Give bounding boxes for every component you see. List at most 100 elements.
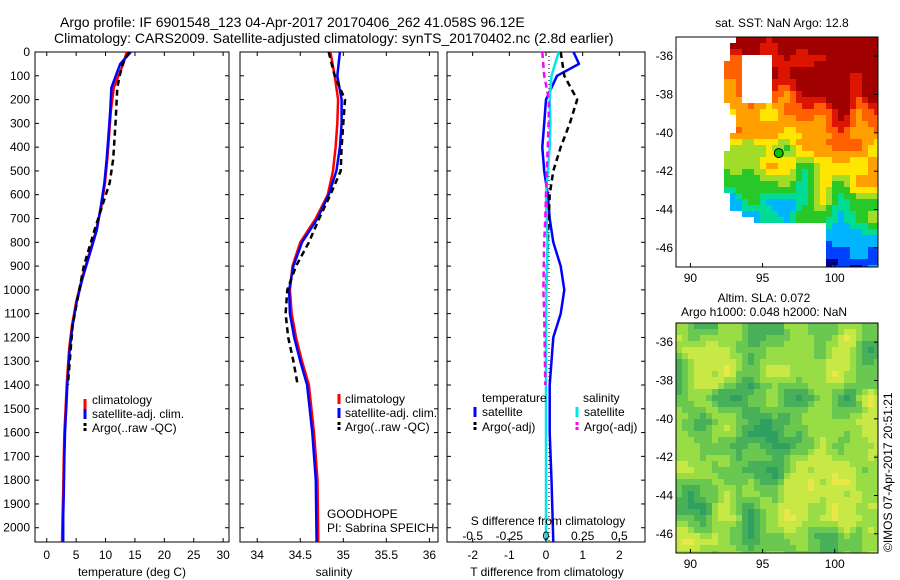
sla-map-cell <box>868 497 874 503</box>
sst-map-cell <box>724 157 730 163</box>
sla-map-cell <box>856 335 862 341</box>
sla-map-cell <box>718 527 724 533</box>
sst-map-cell <box>790 151 796 157</box>
sst-map-cell <box>784 97 790 103</box>
sla-map-cell <box>706 365 712 371</box>
sla-map-cell <box>802 431 808 437</box>
sla-map-cell <box>868 431 874 437</box>
sla-map-cell <box>742 407 748 413</box>
sst-map-cell <box>784 85 790 91</box>
depth-tick-label: 1800 <box>3 473 30 487</box>
sst-map-cell <box>826 265 832 267</box>
sla-map-cell <box>790 515 796 521</box>
sla-map-cell <box>874 431 878 437</box>
sst-map-cell <box>760 181 766 187</box>
sla-map-cell <box>700 389 706 395</box>
sst-map-cell <box>856 133 862 139</box>
sla-map-cell <box>790 431 796 437</box>
sla-map-cell <box>790 353 796 359</box>
sla-map-cell <box>808 335 814 341</box>
sla-map-cell <box>838 455 844 461</box>
sla-map-cell <box>778 371 784 377</box>
sst-map-cell <box>814 211 820 217</box>
sst-map-cell <box>748 121 754 127</box>
sst-map-cell <box>802 139 808 145</box>
sla-map-cell <box>748 533 754 539</box>
sla-map-cell <box>688 437 694 443</box>
sla-map-cell <box>826 479 832 485</box>
sla-map-cell <box>862 479 868 485</box>
sla-map-cell <box>700 323 706 329</box>
sst-map-cell <box>874 151 878 157</box>
sla-map-cell <box>814 425 820 431</box>
sst-map-cell <box>778 181 784 187</box>
sla-map-cell <box>736 431 742 437</box>
sla-map-cell <box>700 503 706 509</box>
sla-map-cell <box>856 377 862 383</box>
sla-map-cell <box>712 467 718 473</box>
sla-map-cell <box>856 395 862 401</box>
sla-map-cell <box>796 485 802 491</box>
sst-map-cell <box>874 211 878 217</box>
sla-map-cell <box>682 551 688 553</box>
sst-map-cell <box>820 55 826 61</box>
sla-map-cell <box>706 413 712 419</box>
sla-map-cell <box>838 509 844 515</box>
sst-map-cell <box>844 253 850 259</box>
sla-map-cell <box>832 449 838 455</box>
sla-map-cell <box>844 479 850 485</box>
sla-map-cell <box>844 425 850 431</box>
sla-map-cell <box>748 431 754 437</box>
sst-map-cell <box>838 235 844 241</box>
sst-map-cell <box>868 223 874 229</box>
sla-map-cell <box>826 371 832 377</box>
sst-map-cell <box>838 217 844 223</box>
sla-map-cell <box>802 335 808 341</box>
sla-map-cell <box>730 401 736 407</box>
sst-map-cell <box>862 181 868 187</box>
sst-map-cell <box>832 85 838 91</box>
sla-map-cell <box>760 359 766 365</box>
legend-label-argo: Argo(..raw -QC) <box>92 421 177 435</box>
sst-map-cell <box>820 163 826 169</box>
sst-map-cell <box>856 211 862 217</box>
sla-map-cell <box>838 401 844 407</box>
sst-map-cell <box>748 115 754 121</box>
sla-map-cell <box>688 509 694 515</box>
sst-map-cell <box>778 55 784 61</box>
sla-map-cell <box>850 527 856 533</box>
sst-map-cell <box>838 247 844 253</box>
sla-map-cell <box>808 359 814 365</box>
sla-map-cell <box>706 353 712 359</box>
sla-map-cell <box>820 521 826 527</box>
sst-map-cell <box>766 109 772 115</box>
sla-map-cell <box>814 515 820 521</box>
sla-map-cell <box>712 545 718 551</box>
sst-map-cell <box>844 223 850 229</box>
sla-map-cell <box>736 509 742 515</box>
sla-map-cell <box>838 551 844 553</box>
sla-map-cell <box>862 395 868 401</box>
sla-map-cell <box>790 461 796 467</box>
sla-map-cell <box>694 407 700 413</box>
sla-map-cell <box>688 431 694 437</box>
sla-map-cell <box>772 509 778 515</box>
sla-map-cell <box>784 467 790 473</box>
sla-map-cell <box>844 419 850 425</box>
sla-map-cell <box>718 329 724 335</box>
sla-map-cell <box>724 533 730 539</box>
sla-map-cell <box>700 401 706 407</box>
salinity-plot-frame <box>239 51 439 543</box>
sst-map-cell <box>832 259 838 265</box>
sst-map-cell <box>820 169 826 175</box>
sla-map-cell <box>760 503 766 509</box>
sla-map-cell <box>772 365 778 371</box>
sla-map-cell <box>712 539 718 545</box>
sst-map-cell <box>766 199 772 205</box>
sst-map-cell <box>838 37 844 43</box>
sla-map-cell <box>826 383 832 389</box>
sla-map-cell <box>796 461 802 467</box>
sla-map-cell <box>814 497 820 503</box>
sla-map-cell <box>712 521 718 527</box>
sla-map-cell <box>676 509 682 515</box>
